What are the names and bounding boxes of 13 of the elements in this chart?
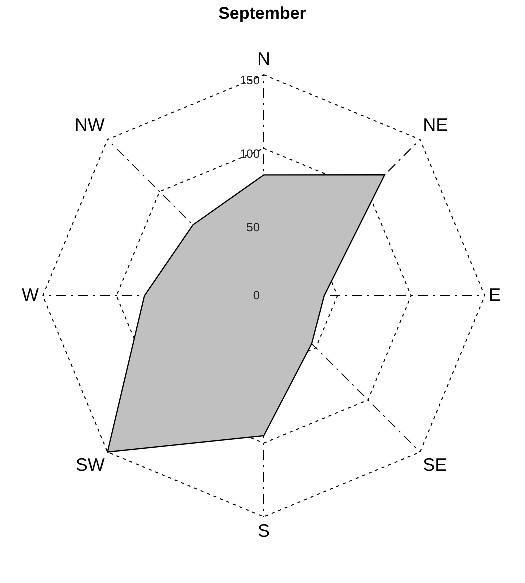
y-tick-label: 50 — [246, 220, 260, 235]
chart-title: September — [218, 4, 307, 23]
spoke-label: NW — [74, 115, 105, 136]
spoke-label: E — [489, 284, 502, 305]
spoke-label: NE — [423, 115, 448, 136]
spoke-label: SW — [76, 454, 105, 475]
spoke-label: SE — [423, 454, 448, 475]
spoke-label: W — [22, 284, 39, 305]
y-tick-label: 150 — [240, 73, 260, 88]
y-tick-label: 0 — [253, 288, 260, 302]
y-tick-label: 100 — [240, 146, 260, 161]
spoke-label: S — [258, 520, 270, 541]
spoke-label: N — [258, 49, 270, 70]
